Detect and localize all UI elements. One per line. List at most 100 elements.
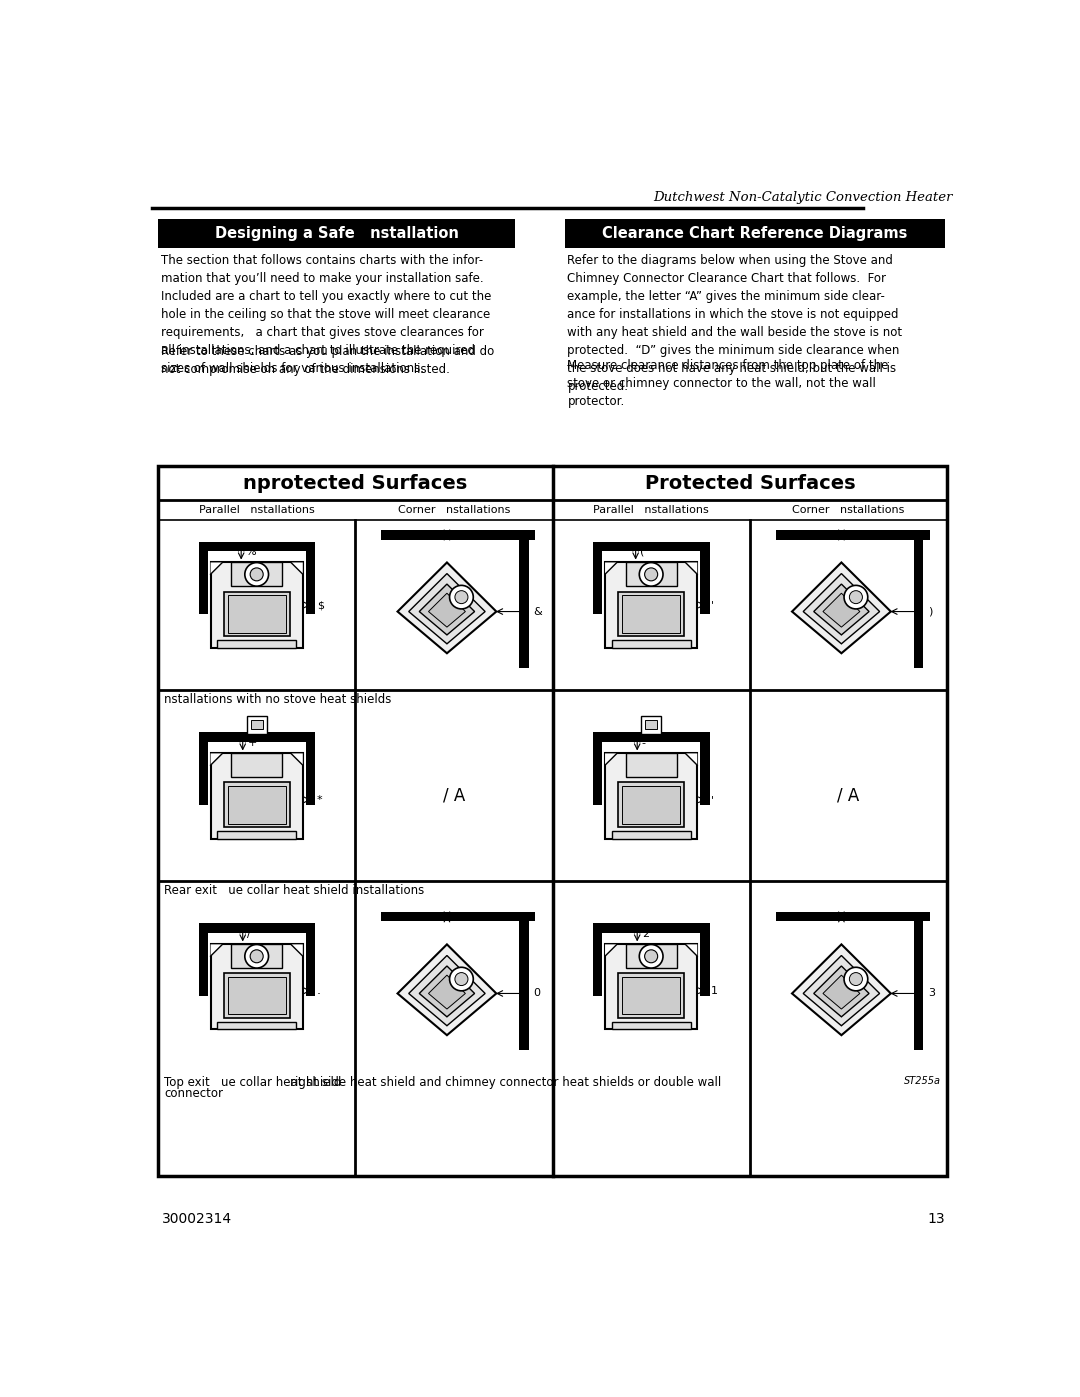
Bar xyxy=(519,912,528,1049)
Polygon shape xyxy=(605,944,617,956)
Text: .: . xyxy=(316,985,321,997)
Bar xyxy=(625,563,676,587)
Bar xyxy=(231,944,282,968)
Bar xyxy=(602,732,701,742)
Text: Refer to these charts as you plan the installation and do
not compromise on any : Refer to these charts as you plan the in… xyxy=(161,345,494,376)
Polygon shape xyxy=(291,944,302,956)
Circle shape xyxy=(455,972,468,985)
Text: +: + xyxy=(247,738,257,747)
Bar xyxy=(224,782,289,827)
Bar xyxy=(618,591,684,637)
Polygon shape xyxy=(605,753,617,766)
Polygon shape xyxy=(686,944,698,956)
Bar xyxy=(206,542,307,550)
Text: nstallations with no stove heat shields: nstallations with no stove heat shields xyxy=(164,693,392,705)
Text: Protected Surfaces: Protected Surfaces xyxy=(645,474,855,493)
Bar xyxy=(206,732,307,742)
Bar xyxy=(211,563,302,648)
Bar xyxy=(206,923,307,933)
Bar xyxy=(199,732,208,805)
Circle shape xyxy=(849,591,863,604)
Text: Clearance Chart Reference Diagrams: Clearance Chart Reference Diagrams xyxy=(603,226,907,242)
Polygon shape xyxy=(211,944,222,956)
Circle shape xyxy=(639,563,663,587)
Text: Refer to the diagrams below when using the Stove and
Chimney Connector Clearance: Refer to the diagrams below when using t… xyxy=(567,254,903,393)
Circle shape xyxy=(849,972,863,985)
Bar xyxy=(602,542,701,550)
Polygon shape xyxy=(686,563,698,574)
Polygon shape xyxy=(804,574,879,644)
Text: ): ) xyxy=(928,606,932,616)
Bar xyxy=(622,787,680,823)
Polygon shape xyxy=(291,753,302,766)
Bar xyxy=(622,978,680,1014)
Text: *: * xyxy=(316,795,322,805)
Bar xyxy=(306,923,315,996)
Bar xyxy=(622,595,680,633)
Circle shape xyxy=(245,563,269,587)
Bar xyxy=(602,923,701,933)
Bar xyxy=(700,732,710,805)
Bar xyxy=(775,531,930,539)
Bar xyxy=(199,542,208,613)
Bar xyxy=(381,531,536,539)
Text: ST255a: ST255a xyxy=(904,1076,941,1087)
Polygon shape xyxy=(419,584,474,634)
Bar xyxy=(914,531,923,668)
Polygon shape xyxy=(397,944,497,1035)
Polygon shape xyxy=(686,753,698,766)
Bar xyxy=(211,944,302,1030)
Bar xyxy=(231,563,282,587)
Polygon shape xyxy=(291,563,302,574)
Polygon shape xyxy=(605,563,617,574)
Bar xyxy=(611,831,691,838)
Polygon shape xyxy=(823,975,860,1009)
Text: %: % xyxy=(246,548,256,557)
Bar xyxy=(625,944,676,968)
Circle shape xyxy=(449,967,473,990)
Bar xyxy=(642,715,661,733)
Text: ): ) xyxy=(846,529,850,541)
Text: connector: connector xyxy=(164,1087,224,1099)
Bar xyxy=(775,912,930,922)
Bar xyxy=(217,1021,296,1030)
Bar xyxy=(224,591,289,637)
Bar xyxy=(247,715,267,733)
Bar xyxy=(217,640,296,648)
Bar xyxy=(611,640,691,648)
Text: &: & xyxy=(534,606,542,616)
Text: Parallel   nstallations: Parallel nstallations xyxy=(593,506,710,515)
Bar xyxy=(593,923,603,996)
Polygon shape xyxy=(397,563,497,654)
Text: $: $ xyxy=(316,599,324,610)
Bar xyxy=(217,831,296,838)
Bar xyxy=(231,753,282,777)
Bar xyxy=(700,923,710,996)
Text: Rear exit   ue collar heat shield installations: Rear exit ue collar heat shield installa… xyxy=(164,884,424,897)
Bar xyxy=(306,732,315,805)
Bar xyxy=(228,595,286,633)
Bar xyxy=(159,219,515,249)
Bar xyxy=(618,974,684,1018)
Text: 2: 2 xyxy=(642,929,649,939)
Bar xyxy=(565,219,945,249)
Bar xyxy=(306,542,315,613)
Circle shape xyxy=(845,585,867,609)
Bar xyxy=(645,721,657,729)
Circle shape xyxy=(245,944,269,968)
Polygon shape xyxy=(792,563,891,654)
Bar xyxy=(159,467,947,1176)
Text: 0: 0 xyxy=(534,989,540,999)
Circle shape xyxy=(645,569,658,581)
Bar xyxy=(228,787,286,823)
Text: ': ' xyxy=(711,795,714,805)
Text: 13: 13 xyxy=(928,1211,945,1225)
Bar xyxy=(605,753,698,838)
Text: 3: 3 xyxy=(928,989,935,999)
Circle shape xyxy=(251,950,264,963)
Polygon shape xyxy=(408,574,485,644)
Polygon shape xyxy=(429,594,465,627)
Bar xyxy=(211,753,302,838)
Polygon shape xyxy=(813,584,869,634)
Text: Corner   nstallations: Corner nstallations xyxy=(793,506,905,515)
